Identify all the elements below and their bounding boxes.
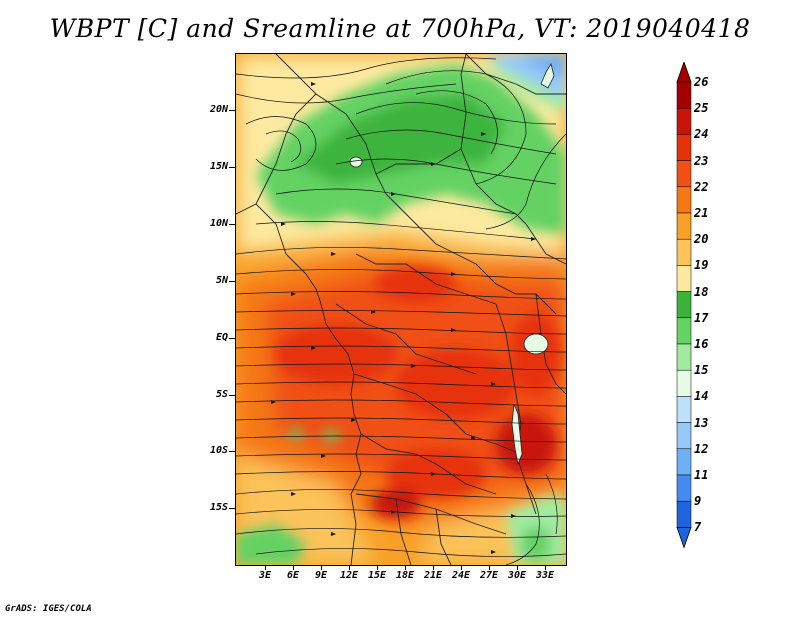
y-tick [229, 451, 235, 452]
y-tick [229, 338, 235, 339]
x-axis-label: 9E [314, 570, 328, 581]
y-axis-label: 10N [209, 218, 228, 229]
colorbar-cell [676, 500, 692, 528]
colorbar-label: 19 [694, 258, 709, 273]
x-tick [293, 565, 294, 570]
colorbar-cell [676, 160, 692, 188]
y-tick [229, 395, 235, 396]
colorbar-cell [676, 107, 692, 135]
colorbar-cell [676, 291, 692, 319]
y-axis-label: 10S [209, 445, 228, 456]
colorbar-label: 14 [694, 389, 709, 404]
x-axis-label: 18E [395, 570, 415, 581]
colorbar-cell [676, 134, 692, 161]
colorbar-cell [676, 238, 692, 266]
colorbar-label: 20 [694, 232, 709, 247]
colorbar-label: 13 [694, 415, 709, 430]
x-tick [517, 565, 518, 570]
map-panel [235, 53, 567, 566]
y-tick [229, 281, 235, 282]
colorbar-label: 11 [694, 468, 709, 482]
streamlines [236, 57, 566, 565]
colorbar-cell [676, 212, 692, 240]
x-axis-label: 12E [339, 570, 359, 581]
colorbar-label: 17 [694, 310, 709, 325]
colorbar [676, 60, 692, 562]
map-canvas [236, 54, 566, 565]
colorbar-label: 21 [694, 206, 709, 220]
x-axis-label: 33E [535, 570, 555, 581]
colorbar-graphic [676, 60, 692, 549]
x-axis-label: 15E [367, 570, 387, 581]
x-tick [405, 565, 406, 570]
colorbar-cell [676, 186, 692, 214]
colorbar-label: 26 [694, 75, 709, 89]
y-tick [229, 508, 235, 509]
colorbar-cell [676, 265, 692, 292]
x-tick [321, 565, 322, 570]
colorbar-cell [676, 396, 692, 423]
colorbar-cell [676, 81, 692, 109]
colorbar-label: 7 [694, 520, 702, 535]
colorbar-label: 15 [694, 363, 709, 378]
y-axis-label: 20N [209, 104, 228, 115]
streamline-arrows [271, 82, 536, 554]
x-tick [545, 565, 546, 570]
colorbar-cell [676, 317, 692, 345]
y-axis-label: EQ [215, 332, 228, 343]
colorbar-label: 12 [694, 441, 709, 456]
x-axis-label: 27E [479, 570, 499, 581]
x-axis-label: 24E [451, 570, 471, 581]
colorbar-label: 22 [694, 179, 709, 194]
colorbar-label: 9 [694, 494, 702, 509]
colorbar-label: 24 [694, 127, 709, 142]
y-axis-label: 15N [209, 161, 228, 172]
x-tick [461, 565, 462, 570]
colorbar-label: 23 [694, 153, 709, 168]
colorbar-label: 18 [694, 284, 709, 299]
x-tick [433, 565, 434, 570]
lakes [349, 62, 555, 466]
colorbar-cell [676, 474, 692, 502]
colorbar-label: 25 [694, 101, 709, 116]
colorbar-label: 16 [694, 337, 709, 351]
y-axis-label: 5S [215, 389, 228, 400]
colorbar-cell [676, 448, 692, 476]
y-tick [229, 110, 235, 111]
colorbar-cell [676, 343, 692, 371]
x-axis-label: 30E [507, 570, 527, 581]
x-axis-label: 6E [286, 570, 300, 581]
colorbar-cell [676, 422, 692, 450]
x-tick [265, 565, 266, 570]
x-axis-label: 3E [258, 570, 272, 581]
x-tick [349, 565, 350, 570]
colorbar-cell [676, 369, 692, 397]
y-axis-label: 15S [209, 502, 228, 513]
colorbar-bottom-arrow [676, 527, 692, 549]
x-tick [489, 565, 490, 570]
x-tick [377, 565, 378, 570]
grads-credit: GrADS: IGES/COLA [5, 604, 92, 614]
y-tick [229, 224, 235, 225]
chart-title: WBPT [C] and Sreamline at 700hPa, VT: 20… [49, 14, 751, 43]
x-axis-label: 21E [423, 570, 443, 581]
colorbar-top-arrow [676, 60, 692, 83]
y-axis-label: 5N [215, 275, 228, 286]
y-tick [229, 167, 235, 168]
